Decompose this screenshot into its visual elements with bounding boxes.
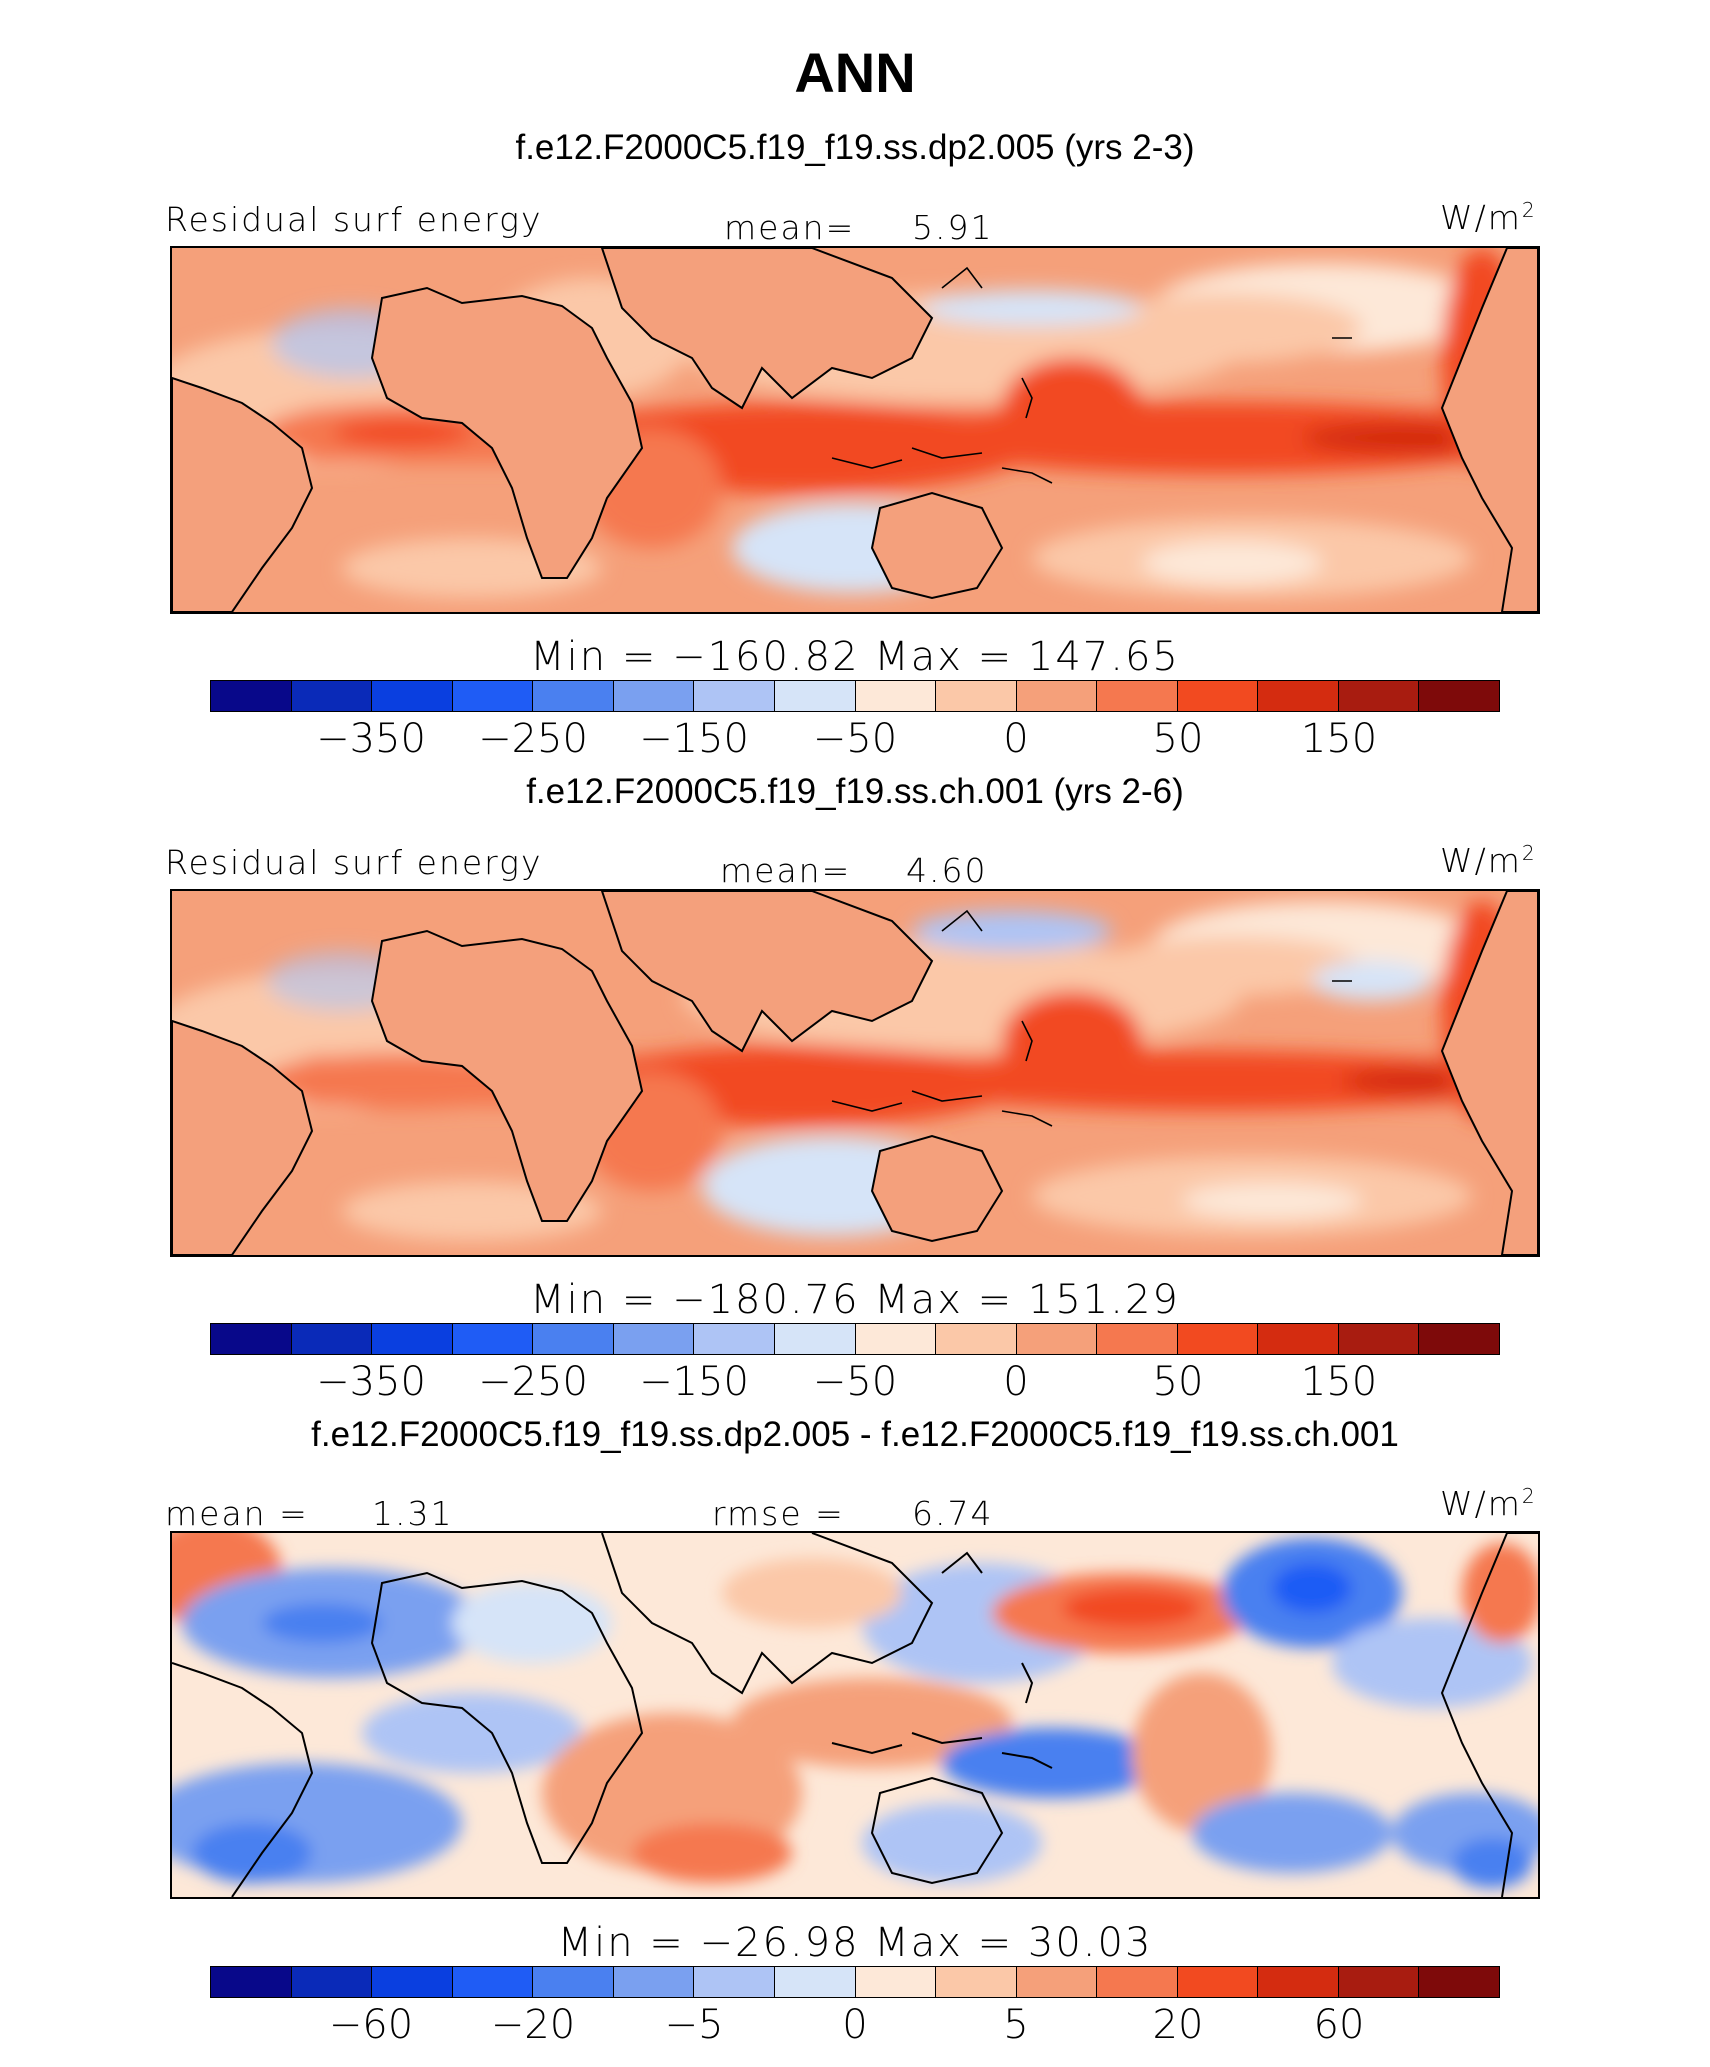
colorbar-swatch [1419, 681, 1499, 711]
colorbar-swatch [452, 681, 534, 711]
panel-1-tick: 0 [1003, 716, 1029, 762]
panel-1-colorbar [210, 680, 1500, 712]
panel-2-mean-value: 4.60 [906, 851, 988, 890]
panel-2-tick: 0 [1003, 1359, 1029, 1405]
colorbar-swatch [936, 681, 1017, 711]
panel-1-variable-label: Residual surf energy [165, 200, 543, 239]
colorbar-swatch [291, 1324, 373, 1354]
colorbar-swatch [1419, 1967, 1499, 1997]
colorbar-swatch [1258, 1324, 1339, 1354]
colorbar-swatch [613, 1324, 695, 1354]
panel-2-tick: 150 [1300, 1359, 1378, 1405]
panel-1-units: W/m2 [1440, 198, 1537, 237]
panel-3-rmse-value: 6.74 [912, 1494, 994, 1533]
panel-2-units: W/m2 [1440, 841, 1537, 880]
colorbar-swatch [211, 1324, 292, 1354]
colorbar-swatch [1258, 681, 1339, 711]
panel-2-case-title: f.e12.F2000C5.f19_f19.ss.ch.001 (yrs 2-6… [526, 772, 1184, 811]
panel-2-tick: −50 [812, 1359, 898, 1405]
panel-2-map [170, 889, 1540, 1257]
colorbar-swatch [936, 1967, 1017, 1997]
panel-3-min-max: Min = −26.98 Max = 30.03 [557, 1920, 1153, 1966]
panel-1-tick: −250 [478, 716, 588, 762]
panel-1-min-max: Min = −160.82 Max = 147.65 [530, 634, 1180, 680]
panel-3-tick: 5 [1003, 2002, 1029, 2048]
panel-2-colorbar [210, 1323, 1500, 1355]
colorbar-swatch [1097, 681, 1178, 711]
colorbar-swatch [694, 1324, 775, 1354]
colorbar-swatch [1177, 681, 1259, 711]
colorbar-swatch [1338, 1967, 1420, 1997]
colorbar-swatch [1258, 1967, 1339, 1997]
colorbar-swatch [291, 1967, 373, 1997]
colorbar-swatch [855, 1967, 937, 1997]
colorbar-swatch [533, 681, 614, 711]
colorbar-swatch [694, 681, 775, 711]
colorbar-swatch [533, 1967, 614, 1997]
panel-1-tick: −350 [316, 716, 426, 762]
colorbar-swatch [452, 1324, 534, 1354]
colorbar-swatch [533, 1324, 614, 1354]
colorbar-swatch [1338, 681, 1420, 711]
panel-3-colorbar [210, 1966, 1500, 1998]
colorbar-swatch [1097, 1967, 1178, 1997]
panel-2-variable-label: Residual surf energy [165, 843, 543, 882]
panel-3-tick: −60 [328, 2002, 414, 2048]
panel-2-tick: −150 [639, 1359, 749, 1405]
colorbar-swatch [1016, 1324, 1098, 1354]
colorbar-swatch [372, 1967, 453, 1997]
colorbar-swatch [774, 1324, 856, 1354]
colorbar-swatch [855, 1324, 937, 1354]
colorbar-swatch [211, 1967, 292, 1997]
panel-1-mean-label: mean= [724, 208, 856, 247]
colorbar-swatch [613, 681, 695, 711]
panel-2-mean-label: mean= [720, 851, 852, 890]
panel-1-case-title: f.e12.F2000C5.f19_f19.ss.dp2.005 (yrs 2-… [515, 128, 1195, 167]
panel-3-mean-label: mean = [165, 1494, 309, 1533]
panel-3-tick: 0 [842, 2002, 868, 2048]
colorbar-swatch [613, 1967, 695, 1997]
panel-3-tick: −20 [490, 2002, 576, 2048]
panel-3-case-title: f.e12.F2000C5.f19_f19.ss.dp2.005 - f.e12… [311, 1415, 1399, 1454]
colorbar-swatch [1338, 1324, 1420, 1354]
colorbar-swatch [1419, 1324, 1499, 1354]
colorbar-swatch [211, 681, 292, 711]
panel-1-tick: −150 [639, 716, 749, 762]
panel-3-mean-value: 1.31 [372, 1494, 454, 1533]
panel-1-map [170, 246, 1540, 614]
panel-3-tick: −5 [664, 2002, 724, 2048]
panel-1-mean-value: 5.91 [912, 208, 994, 247]
panel-3-map [170, 1531, 1540, 1899]
colorbar-swatch [452, 1967, 534, 1997]
panel-2-tick: −350 [316, 1359, 426, 1405]
panel-1-tick: 50 [1152, 716, 1204, 762]
panel-3-units: W/m2 [1440, 1484, 1537, 1523]
panel-3-rmse-label: rmse = [712, 1494, 845, 1533]
colorbar-swatch [1177, 1324, 1259, 1354]
panel-1-tick: −50 [812, 716, 898, 762]
colorbar-swatch [1177, 1967, 1259, 1997]
colorbar-swatch [1016, 681, 1098, 711]
panel-2-min-max: Min = −180.76 Max = 151.29 [530, 1277, 1180, 1323]
colorbar-swatch [936, 1324, 1017, 1354]
colorbar-swatch [774, 1967, 856, 1997]
colorbar-swatch [694, 1967, 775, 1997]
colorbar-swatch [1016, 1967, 1098, 1997]
panel-2-tick: 50 [1152, 1359, 1204, 1405]
colorbar-swatch [774, 681, 856, 711]
colorbar-swatch [372, 681, 453, 711]
colorbar-swatch [855, 681, 937, 711]
colorbar-swatch [291, 681, 373, 711]
panel-3-tick: 20 [1152, 2002, 1204, 2048]
panel-1-tick: 150 [1300, 716, 1378, 762]
colorbar-swatch [1097, 1324, 1178, 1354]
panel-2-tick: −250 [478, 1359, 588, 1405]
panel-3-tick: 60 [1313, 2002, 1365, 2048]
figure-title: ANN [794, 41, 916, 104]
colorbar-swatch [372, 1324, 453, 1354]
